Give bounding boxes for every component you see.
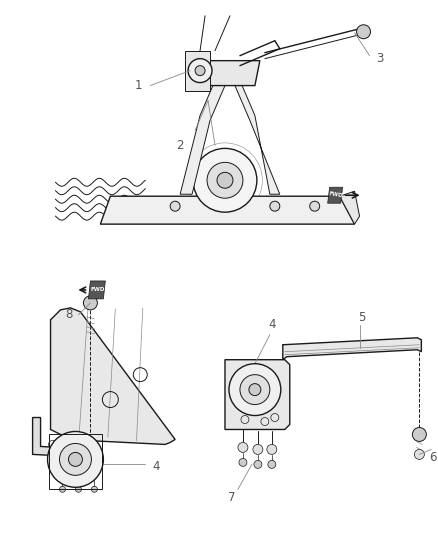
Polygon shape — [88, 281, 106, 299]
Text: 1: 1 — [134, 79, 142, 92]
Circle shape — [357, 25, 371, 39]
Circle shape — [414, 449, 424, 459]
Text: 4: 4 — [268, 318, 276, 332]
Circle shape — [413, 427, 426, 441]
Circle shape — [249, 384, 261, 395]
Circle shape — [220, 201, 230, 211]
Circle shape — [48, 432, 103, 487]
Circle shape — [75, 486, 81, 492]
Polygon shape — [225, 360, 290, 430]
Polygon shape — [32, 417, 100, 457]
Circle shape — [229, 364, 281, 416]
Polygon shape — [180, 76, 225, 194]
Circle shape — [193, 148, 257, 212]
Text: 8: 8 — [65, 309, 72, 321]
Circle shape — [268, 461, 276, 469]
Circle shape — [59, 469, 67, 477]
Circle shape — [238, 442, 248, 453]
Text: 4: 4 — [152, 460, 160, 473]
Circle shape — [207, 163, 243, 198]
Polygon shape — [328, 187, 343, 203]
Text: 6: 6 — [430, 451, 437, 464]
Polygon shape — [50, 308, 175, 445]
Text: 7: 7 — [228, 491, 236, 504]
Polygon shape — [283, 338, 421, 360]
Circle shape — [83, 296, 97, 310]
Circle shape — [217, 172, 233, 188]
Circle shape — [267, 445, 277, 455]
Circle shape — [254, 461, 262, 469]
Circle shape — [74, 469, 82, 477]
Circle shape — [195, 66, 205, 76]
Polygon shape — [235, 76, 280, 194]
Text: 3: 3 — [376, 52, 383, 65]
Circle shape — [90, 469, 99, 477]
Polygon shape — [190, 61, 260, 86]
Text: 2: 2 — [177, 139, 184, 152]
Circle shape — [253, 445, 263, 455]
Text: 5: 5 — [358, 311, 365, 325]
Polygon shape — [185, 51, 210, 91]
Text: FWD: FWD — [328, 191, 343, 199]
Circle shape — [60, 443, 92, 475]
Circle shape — [92, 486, 97, 492]
Circle shape — [188, 59, 212, 83]
Circle shape — [68, 453, 82, 466]
Text: FWD: FWD — [90, 287, 105, 293]
Circle shape — [270, 201, 280, 211]
Circle shape — [310, 201, 320, 211]
Circle shape — [170, 201, 180, 211]
Circle shape — [240, 375, 270, 405]
Polygon shape — [100, 196, 355, 224]
Circle shape — [239, 458, 247, 466]
Circle shape — [60, 486, 66, 492]
Polygon shape — [339, 191, 360, 224]
